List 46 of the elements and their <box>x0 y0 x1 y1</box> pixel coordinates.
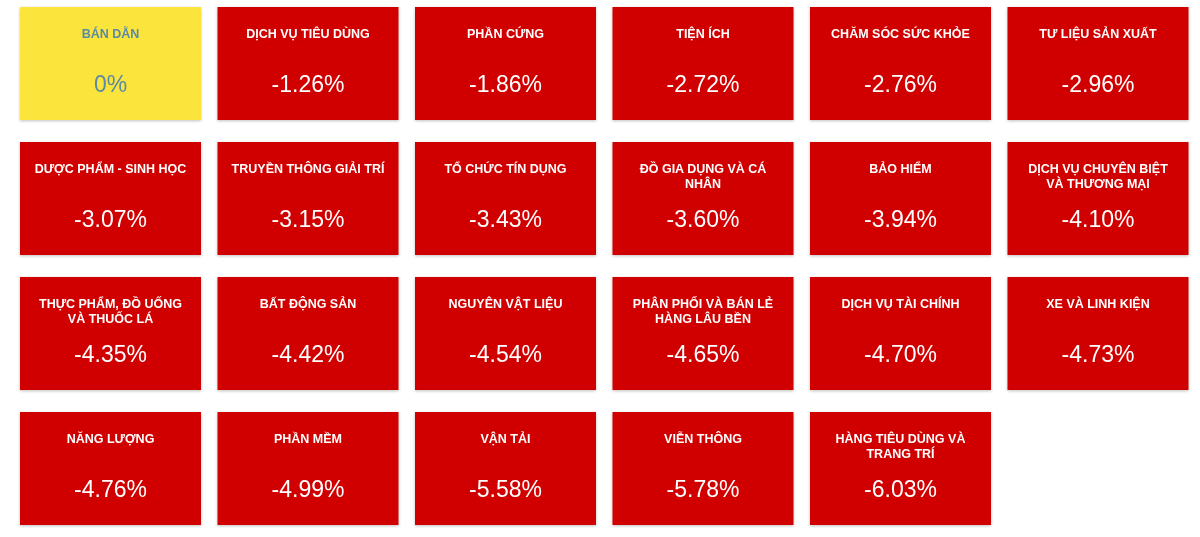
data-label: -4.42% <box>271 341 345 368</box>
data-label: -4.65% <box>666 341 740 368</box>
data-label: -5.78% <box>666 476 740 503</box>
data-label: -3.15% <box>271 206 345 233</box>
category-label: DỊCH VỤ CHUYÊN BIỆT VÀ THƯƠNG MẠI <box>1028 161 1169 192</box>
category-label: VẬN TẢI <box>480 431 531 447</box>
category-label: BẤT ĐỘNG SẢN <box>259 296 357 312</box>
category-label: ĐỒ GIA DỤNG VÀ CÁ NHÂN <box>639 161 767 192</box>
category-label: TỔ CHỨC TÍN DỤNG <box>444 161 567 177</box>
data-label: -3.07% <box>74 206 147 233</box>
data-label: -4.35% <box>74 341 147 368</box>
data-label: -4.73% <box>1061 341 1135 368</box>
category-label: PHẦN CỨNG <box>466 26 545 42</box>
data-label: -3.94% <box>864 206 937 233</box>
data-label: -4.70% <box>864 341 937 368</box>
category-label: XE VÀ LINH KIỆN <box>1046 296 1150 312</box>
data-label: -2.96% <box>1061 71 1135 98</box>
data-label: 0% <box>93 71 128 98</box>
category-label: NGUYÊN VẬT LIỆU <box>448 296 563 312</box>
category-label: NĂNG LƯỢNG <box>66 431 155 447</box>
category-label: DỊCH VỤ TÀI CHÍNH <box>841 296 960 312</box>
data-label: -4.76% <box>74 476 147 503</box>
category-label: DỊCH VỤ TIÊU DÙNG <box>246 26 370 42</box>
data-label: -3.60% <box>666 206 740 233</box>
data-label: -1.26% <box>271 71 345 98</box>
data-label: -4.10% <box>1061 206 1135 233</box>
data-label: -2.72% <box>666 71 740 98</box>
data-label: -1.86% <box>469 71 542 98</box>
data-label: -4.99% <box>271 476 345 503</box>
data-label: -2.76% <box>864 71 937 98</box>
category-label: BÁN DẪN <box>81 26 140 42</box>
category-label: TIỆN ÍCH <box>676 26 730 42</box>
category-label: CHĂM SÓC SỨC KHỎE <box>831 26 970 42</box>
category-label: PHẦN MỀM <box>273 431 343 447</box>
category-label: PHÂN PHỐI VÀ BÁN LẺ HÀNG LÂU BỀN <box>632 296 774 327</box>
category-label: HÀNG TIÊU DÙNG VÀ TRANG TRÍ <box>835 431 966 462</box>
category-label: THỰC PHẨM, ĐỒ UỐNG VÀ THUỐC LÁ <box>38 296 183 327</box>
category-label: DƯỢC PHẨM - SINH HỌC <box>34 161 187 177</box>
category-label: TRUYỀN THÔNG GIẢI TRÍ <box>231 161 385 177</box>
data-label: -6.03% <box>864 476 937 503</box>
category-label: TƯ LIỆU SẢN XUẤT <box>1039 26 1158 42</box>
data-label: -5.58% <box>469 476 542 503</box>
data-label: -4.54% <box>469 341 542 368</box>
data-label: -3.43% <box>469 206 542 233</box>
category-label: VIỄN THÔNG <box>664 431 742 447</box>
category-label: BẢO HIỂM <box>869 161 932 177</box>
